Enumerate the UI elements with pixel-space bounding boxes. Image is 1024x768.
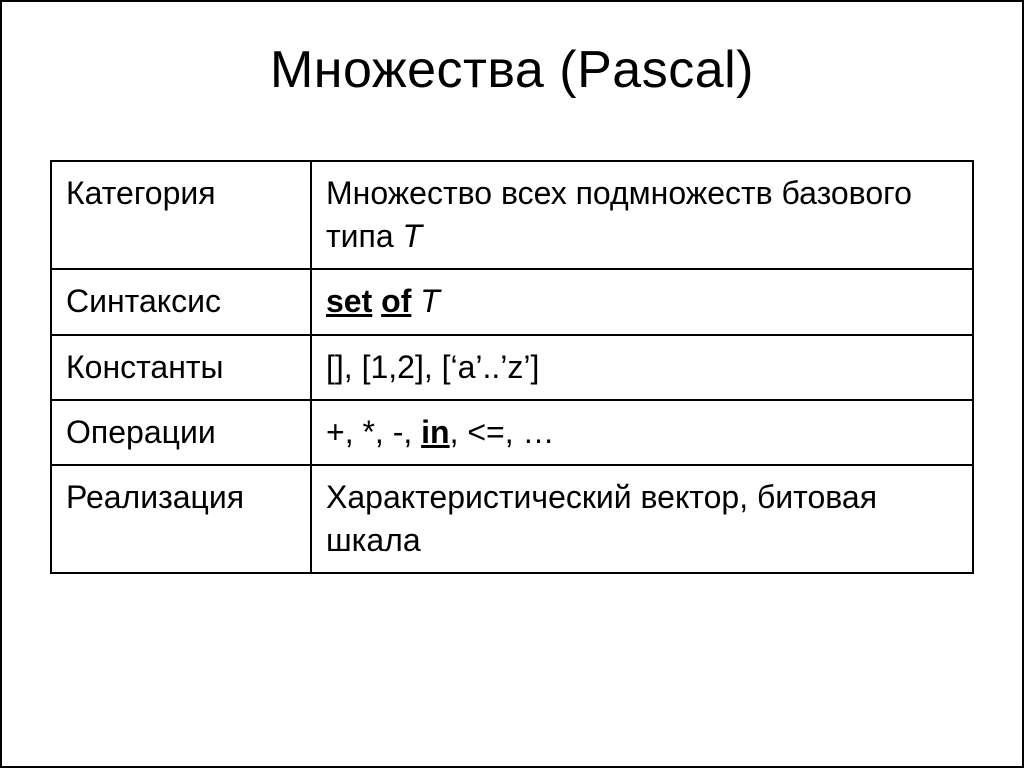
table-row: КатегорияМножество всех подмножеств базо… bbox=[51, 161, 973, 269]
table-row: Синтаксисset of T bbox=[51, 269, 973, 334]
table-row: Операции+, *, -, in, <=, … bbox=[51, 400, 973, 465]
definition-table-body: КатегорияМножество всех подмножеств базо… bbox=[51, 161, 973, 573]
row-label: Операции bbox=[51, 400, 311, 465]
row-label: Категория bbox=[51, 161, 311, 269]
row-value: Характеристический вектор, битовая шкала bbox=[311, 465, 973, 573]
row-label: Реализация bbox=[51, 465, 311, 573]
row-value: +, *, -, in, <=, … bbox=[311, 400, 973, 465]
row-value: [], [1,2], [‘a’..’z’] bbox=[311, 335, 973, 400]
table-row: Константы[], [1,2], [‘a’..’z’] bbox=[51, 335, 973, 400]
row-label: Константы bbox=[51, 335, 311, 400]
table-row: РеализацияХарактеристический вектор, бит… bbox=[51, 465, 973, 573]
definition-table: КатегорияМножество всех подмножеств базо… bbox=[50, 160, 974, 574]
row-value: set of T bbox=[311, 269, 973, 334]
slide-title: Множества (Pascal) bbox=[50, 40, 974, 100]
row-value: Множество всех подмножеств базового типа… bbox=[311, 161, 973, 269]
slide: Множества (Pascal) КатегорияМножество вс… bbox=[0, 0, 1024, 768]
row-label: Синтаксис bbox=[51, 269, 311, 334]
